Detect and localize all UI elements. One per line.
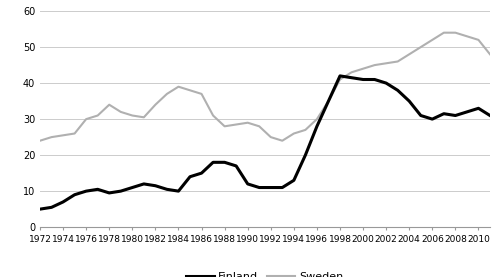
Sweden: [452, 31, 458, 34]
Sweden: [72, 132, 78, 135]
Finland: [176, 189, 182, 193]
Finland: [452, 114, 458, 117]
Finland: [360, 78, 366, 81]
Finland: [348, 76, 354, 79]
Sweden: [130, 114, 136, 117]
Finland: [130, 186, 136, 189]
Finland: [198, 171, 204, 175]
Finland: [60, 200, 66, 204]
Line: Sweden: Sweden: [40, 33, 490, 141]
Finland: [141, 182, 147, 186]
Finland: [383, 81, 389, 85]
Finland: [233, 164, 239, 168]
Finland: [244, 182, 250, 186]
Sweden: [360, 67, 366, 70]
Finland: [268, 186, 274, 189]
Finland: [487, 114, 493, 117]
Sweden: [487, 53, 493, 56]
Finland: [406, 99, 412, 103]
Sweden: [280, 139, 285, 142]
Sweden: [418, 45, 424, 49]
Sweden: [268, 135, 274, 139]
Sweden: [302, 128, 308, 132]
Finland: [48, 206, 54, 209]
Sweden: [383, 62, 389, 65]
Finland: [291, 179, 297, 182]
Finland: [187, 175, 193, 178]
Sweden: [118, 110, 124, 114]
Sweden: [314, 117, 320, 121]
Finland: [118, 189, 124, 193]
Sweden: [291, 132, 297, 135]
Finland: [418, 114, 424, 117]
Sweden: [48, 135, 54, 139]
Sweden: [337, 78, 343, 81]
Sweden: [94, 114, 100, 117]
Finland: [280, 186, 285, 189]
Finland: [256, 186, 262, 189]
Finland: [476, 107, 482, 110]
Finland: [106, 191, 112, 194]
Sweden: [348, 71, 354, 74]
Finland: [210, 161, 216, 164]
Sweden: [83, 117, 89, 121]
Finland: [302, 153, 308, 157]
Sweden: [326, 99, 332, 103]
Sweden: [60, 134, 66, 137]
Sweden: [222, 125, 228, 128]
Sweden: [187, 89, 193, 92]
Finland: [72, 193, 78, 196]
Sweden: [141, 116, 147, 119]
Sweden: [152, 103, 158, 106]
Sweden: [372, 63, 378, 67]
Sweden: [256, 125, 262, 128]
Finland: [94, 188, 100, 191]
Sweden: [464, 35, 470, 38]
Finland: [430, 117, 436, 121]
Sweden: [394, 60, 400, 63]
Sweden: [210, 114, 216, 117]
Finland: [441, 112, 447, 116]
Finland: [152, 184, 158, 187]
Sweden: [198, 92, 204, 96]
Sweden: [430, 38, 436, 42]
Finland: [314, 125, 320, 128]
Sweden: [176, 85, 182, 88]
Finland: [37, 207, 43, 211]
Sweden: [164, 92, 170, 96]
Line: Finland: Finland: [40, 76, 490, 209]
Legend: Finland, Sweden: Finland, Sweden: [182, 267, 348, 277]
Sweden: [406, 53, 412, 56]
Sweden: [233, 123, 239, 126]
Sweden: [476, 38, 482, 42]
Finland: [164, 188, 170, 191]
Finland: [83, 189, 89, 193]
Sweden: [244, 121, 250, 124]
Sweden: [37, 139, 43, 142]
Finland: [394, 89, 400, 92]
Sweden: [441, 31, 447, 34]
Finland: [464, 110, 470, 114]
Finland: [337, 74, 343, 78]
Finland: [222, 161, 228, 164]
Finland: [372, 78, 378, 81]
Finland: [326, 99, 332, 103]
Sweden: [106, 103, 112, 106]
